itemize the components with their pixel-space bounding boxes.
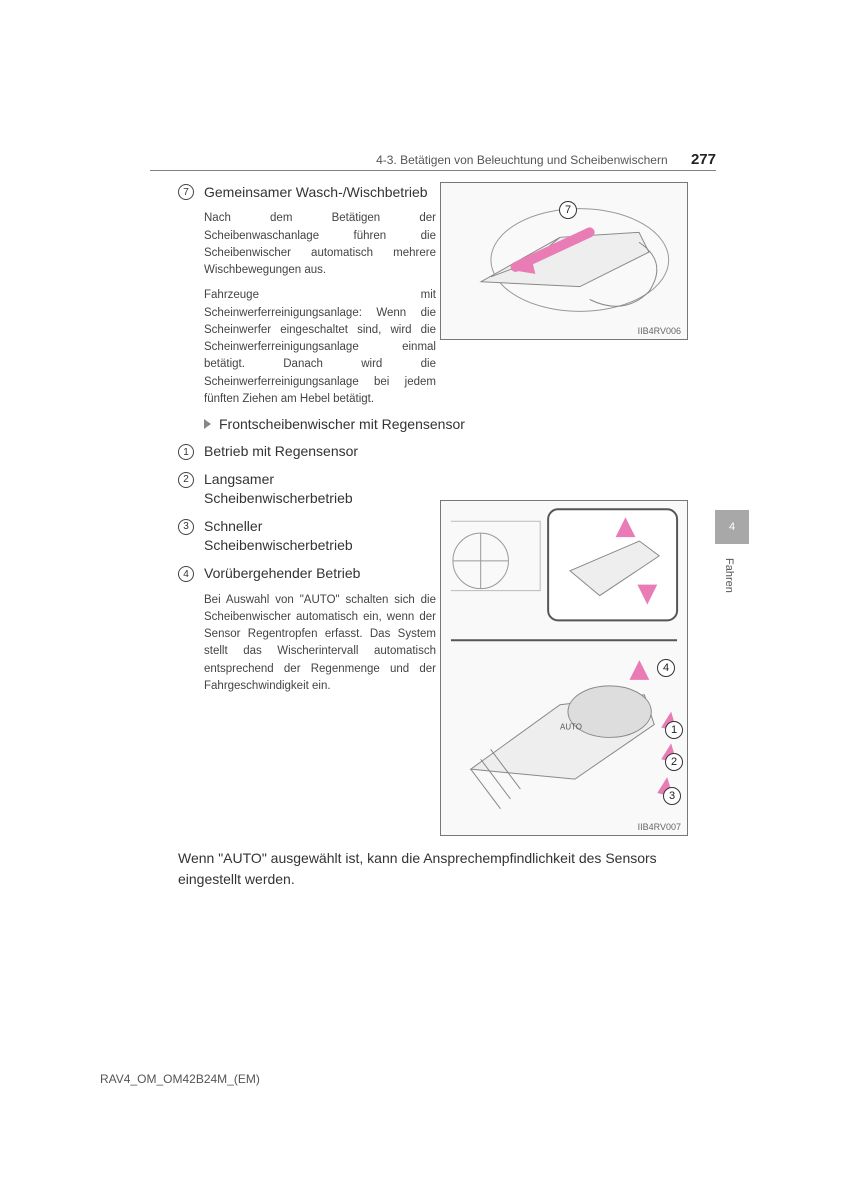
figure-2-callout: 2	[665, 753, 683, 771]
subheading-text: Frontscheibenwischer mit Regensensor	[219, 416, 465, 432]
page-number: 277	[691, 151, 716, 168]
figure-2-callout: 3	[663, 787, 681, 805]
triangle-bullet-icon	[204, 419, 211, 429]
header-rule	[150, 170, 716, 171]
figure-2: AUTO 4 1 2 3 IIB4RV007	[440, 500, 688, 836]
list-item-text: Langsamer Scheibenwischerbetrieb	[204, 470, 410, 509]
step-marker: 3	[178, 519, 194, 535]
figure-1-id: IIB4RV006	[638, 326, 681, 336]
auto-paragraph: Bei Auswahl von "AUTO" schalten sich die…	[204, 592, 436, 696]
chapter-tab: 4	[715, 510, 749, 544]
footer-code: RAV4_OM_OM42B24M_(EM)	[100, 1072, 260, 1086]
step-marker: 2	[178, 472, 194, 488]
list-item-text: Schneller Scheibenwischerbetrieb	[204, 517, 410, 556]
bottom-note: Wenn "AUTO" ausgewählt ist, kann die Ans…	[178, 848, 688, 890]
chapter-tab-num: 4	[729, 521, 735, 533]
step-marker: 1	[178, 444, 194, 460]
figure-2-callout: 4	[657, 659, 675, 677]
step-marker: 4	[178, 566, 194, 582]
section-title: 4-3. Betätigen von Beleuchtung und Schei…	[376, 153, 668, 167]
figure-2-id: IIB4RV007	[638, 822, 681, 832]
figure-2-callout: 1	[665, 721, 683, 739]
item-7-para2: Fahrzeuge mit Scheinwerferreinigungsanla…	[204, 287, 436, 408]
svg-text:AUTO: AUTO	[560, 723, 582, 732]
chapter-tab-label: Fahren	[723, 558, 735, 593]
page-header: 4-3. Betätigen von Beleuchtung und Schei…	[150, 151, 716, 168]
figure-1: 7 IIB4RV006	[440, 182, 688, 340]
figure-2-svg: AUTO	[441, 501, 687, 835]
figure-1-callout: 7	[559, 201, 577, 219]
subheading-row: Frontscheibenwischer mit Regensensor	[204, 416, 678, 432]
list-item: 1 Betrieb mit Regensensor	[178, 442, 678, 462]
item-7-body: Gemeinsamer Wasch-/Wischbetrieb Nach dem…	[204, 182, 436, 408]
list-item-text: Vorübergehender Betrieb	[204, 564, 410, 584]
item-7-title: Gemeinsamer Wasch-/Wischbetrieb	[204, 182, 436, 202]
list-item-text: Betrieb mit Regensensor	[204, 442, 410, 462]
item-7-para1: Nach dem Betätigen der Scheibenwaschanla…	[204, 210, 436, 279]
step-marker: 7	[178, 184, 194, 200]
